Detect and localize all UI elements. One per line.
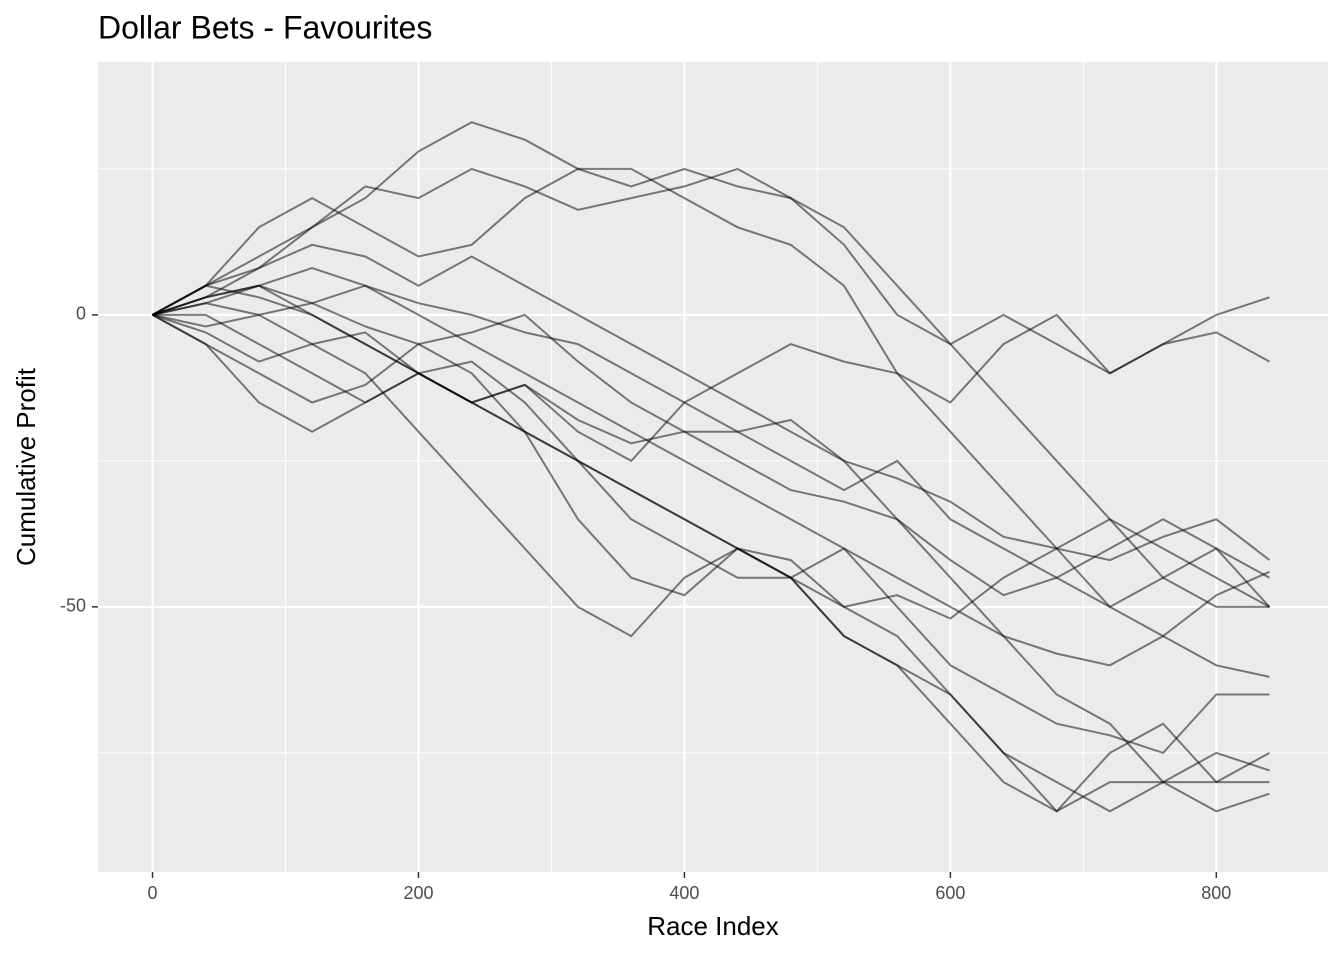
series-line [152, 314, 1270, 813]
y-axis-title: Cumulative Profit [11, 367, 41, 566]
series-line [152, 267, 1270, 608]
panel [98, 62, 1328, 872]
x-tick-label: 800 [1201, 883, 1231, 903]
x-tick-label: 600 [935, 883, 965, 903]
series-line [152, 167, 1270, 375]
series-line [152, 284, 1270, 667]
series-line [152, 167, 1271, 609]
x-tick-label: 400 [669, 883, 699, 903]
series-line [152, 243, 1270, 784]
x-tick-label: 200 [403, 883, 433, 903]
chart-title: Dollar Bets - Favourites [98, 9, 432, 45]
y-tick-label: 0 [76, 304, 86, 324]
x-tick-label: 0 [148, 883, 158, 903]
y-tick-label: -50 [60, 596, 86, 616]
series-line [152, 284, 1270, 678]
series-line [152, 313, 1270, 755]
series-line [152, 313, 1270, 597]
x-axis-title: Race Index [647, 911, 779, 941]
